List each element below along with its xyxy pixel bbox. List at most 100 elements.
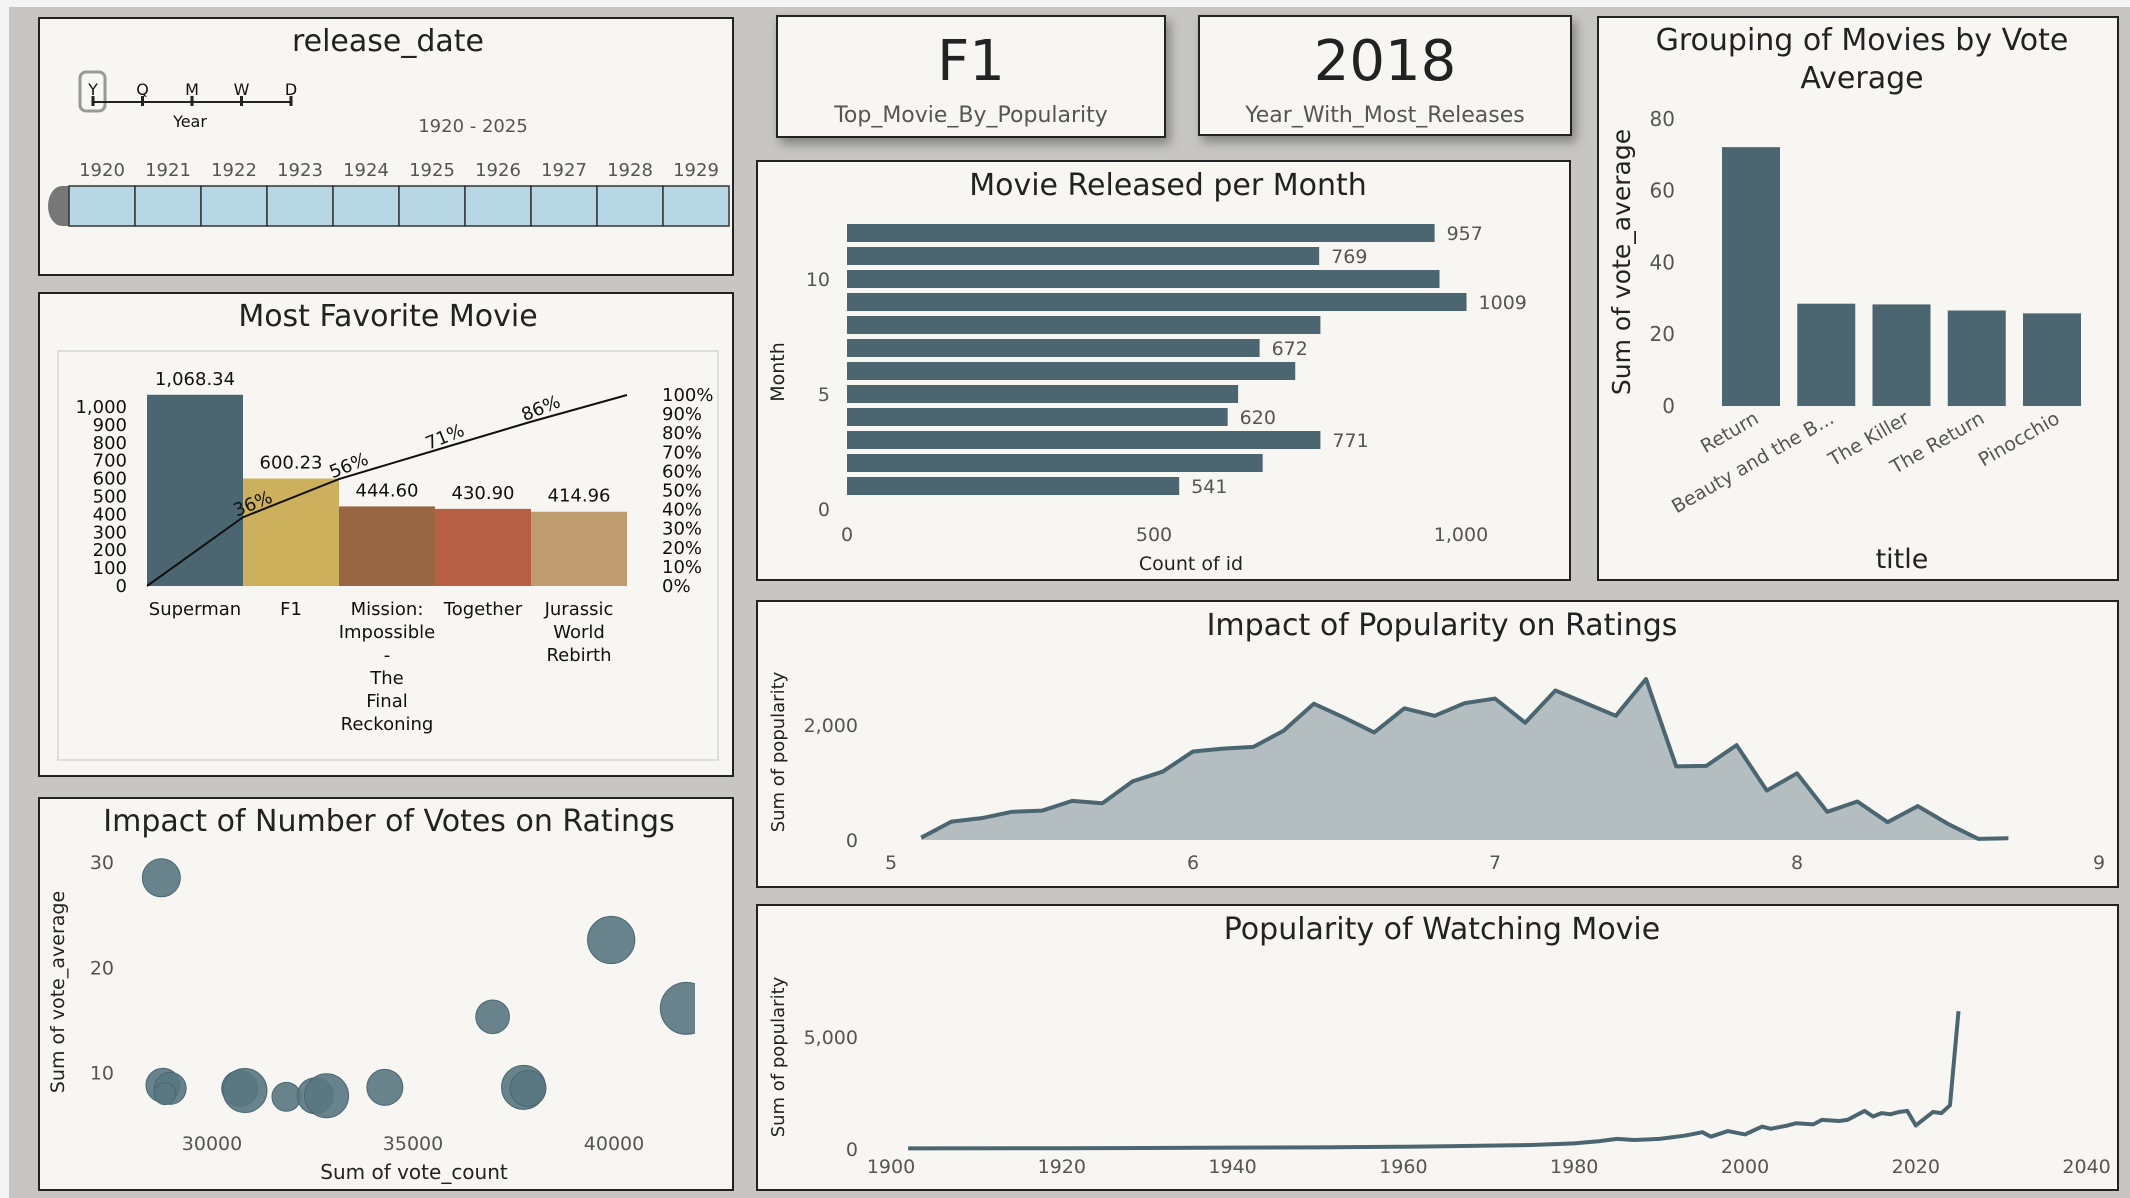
- level-option-M[interactable]: M: [185, 80, 199, 99]
- bubble: [141, 858, 181, 898]
- timeline-year-label: 1929: [673, 160, 719, 181]
- bar-value-label: 444.60: [356, 480, 419, 501]
- bar: [1722, 147, 1780, 406]
- timeline-year-cell[interactable]: [200, 185, 268, 227]
- timeline-year-label: 1921: [145, 160, 191, 181]
- popularity-ratings-chart: Impact of Popularity on Ratings Sum of p…: [756, 600, 2119, 888]
- release-date-slicer[interactable]: release_date Y Q M W D Year 1920 - 2025 1920…: [38, 17, 734, 276]
- x-tick-label: 8: [1791, 852, 1803, 874]
- timeline-year-cell[interactable]: [530, 185, 598, 227]
- bar-value-label: 541: [1191, 476, 1227, 498]
- level-option-Y[interactable]: Y: [87, 80, 98, 99]
- popularity-line: [908, 1011, 1961, 1151]
- y-tick-label: 30: [90, 852, 114, 874]
- y-axis-label: Month: [767, 342, 789, 402]
- x-tick-label: 9: [2093, 852, 2105, 874]
- category-label: Rebirth: [546, 645, 611, 666]
- bar: [435, 508, 531, 586]
- bar-month-12: [847, 224, 1435, 242]
- bar-value-label: 600.23: [260, 453, 323, 474]
- y-tick-label: 0: [846, 830, 858, 852]
- x-tick-label: 2020: [1892, 1156, 1940, 1178]
- timeline-year-cell[interactable]: [662, 185, 730, 227]
- y-tick-label: 800: [93, 433, 127, 454]
- y2-tick-label: 100%: [662, 385, 713, 406]
- category-label: Reckoning: [341, 714, 434, 735]
- bubble: [509, 1069, 547, 1107]
- x-tick-label: 500: [1136, 524, 1172, 546]
- x-tick-label: 2000: [1721, 1156, 1769, 1178]
- category-label: Superman: [149, 599, 241, 620]
- bar-month-3: [847, 431, 1321, 449]
- y-tick-label: 10: [90, 1063, 114, 1085]
- chart-title: Most Favorite Movie: [238, 299, 537, 334]
- bar-value-label: 771: [1332, 430, 1368, 452]
- bar-month-8: [847, 316, 1321, 334]
- timeline-year-cell[interactable]: [332, 185, 400, 227]
- timeline-year-label: 1926: [475, 160, 521, 181]
- x-tick-label: 1920: [1038, 1156, 1086, 1178]
- timeline-year-cell[interactable]: [596, 185, 664, 227]
- x-tick-label: 2040: [2062, 1156, 2110, 1178]
- bar-month-7: [847, 339, 1260, 357]
- bar: [531, 511, 627, 586]
- category-label: Final: [366, 691, 407, 712]
- y-tick-label: 100: [93, 558, 127, 579]
- y2-tick-label: 0%: [662, 576, 691, 597]
- x-tick-label: 1,000: [1434, 524, 1488, 546]
- timeline-year-cell[interactable]: [398, 185, 466, 227]
- timeline-year-label: 1922: [211, 160, 257, 181]
- bar-month-1: [847, 477, 1180, 495]
- level-option-Q[interactable]: Q: [136, 80, 149, 99]
- timeline-year-label: 1928: [607, 160, 653, 181]
- x-tick-label: 1940: [1208, 1156, 1256, 1178]
- chart-title: Impact of Number of Votes on Ratings: [103, 804, 674, 839]
- popularity-over-years-chart: Popularity of Watching Movie Sum of popu…: [756, 904, 2119, 1191]
- y-tick-label: 20: [1650, 322, 1675, 346]
- x-tick-label: 35000: [383, 1133, 443, 1155]
- category-label: Impossible: [339, 622, 436, 643]
- y-tick-label: 2,000: [804, 715, 858, 737]
- chart-title: Impact of Popularity on Ratings: [1207, 608, 1678, 643]
- area-fill: [921, 679, 2009, 840]
- x-tick-label: 0: [841, 524, 853, 546]
- bar-month-9: [847, 293, 1467, 311]
- kpi-label: Year_With_Most_Releases: [1245, 103, 1525, 128]
- timeline-year-cell[interactable]: [266, 185, 334, 227]
- cumulative-label: 86%: [518, 391, 563, 425]
- kpi-value: F1: [937, 29, 1005, 94]
- timeline-scroll-handle[interactable]: [48, 186, 69, 226]
- bar-value-label: 620: [1240, 407, 1276, 429]
- x-tick-label: 7: [1489, 852, 1501, 874]
- cumulative-line: [146, 394, 628, 587]
- bubble: [366, 1068, 404, 1106]
- bar-value-label: 430.90: [452, 483, 515, 504]
- x-tick-label: 6: [1187, 852, 1199, 874]
- y2-tick-label: 90%: [662, 404, 702, 425]
- timeline-year-cell[interactable]: [134, 185, 202, 227]
- y-axis-label: Sum of popularity: [768, 976, 789, 1137]
- y-tick-label: 60: [1650, 179, 1675, 203]
- window-left-edge: [0, 0, 9, 1198]
- bar: [1947, 310, 2006, 406]
- y-tick-label: 1,000: [75, 397, 127, 418]
- timeline-year-cell[interactable]: [68, 185, 136, 227]
- level-option-W[interactable]: W: [234, 80, 250, 99]
- level-option-D[interactable]: D: [285, 80, 297, 99]
- category-label: Together: [443, 599, 523, 620]
- category-label: -: [384, 645, 391, 666]
- bubble: [587, 915, 636, 965]
- y-tick-label: 400: [93, 504, 127, 525]
- bubble: [659, 981, 695, 1035]
- bar-month-10: [847, 270, 1440, 288]
- timeline-year-cell[interactable]: [464, 185, 532, 227]
- chart-title-line-2: Average: [1800, 61, 1923, 96]
- x-tick-label: 30000: [182, 1133, 242, 1155]
- vote-average-grouping-chart: Grouping of Movies by Vote Average Sum o…: [1597, 16, 2119, 581]
- chart-frame: [57, 350, 719, 761]
- bar-value-label: 1,068.34: [155, 369, 235, 390]
- bubble: [271, 1081, 302, 1112]
- bar: [339, 506, 435, 586]
- category-label: World: [553, 622, 605, 643]
- timeline-year-label: 1923: [277, 160, 323, 181]
